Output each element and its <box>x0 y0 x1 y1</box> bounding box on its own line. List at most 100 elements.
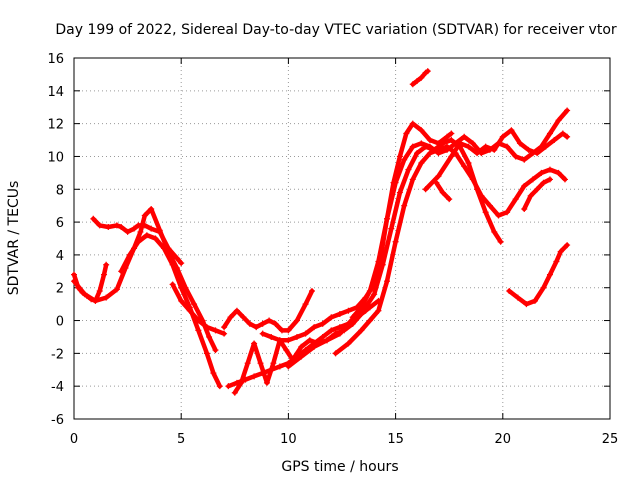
data-point <box>203 350 210 357</box>
data-point <box>272 320 279 327</box>
chart-title: Day 199 of 2022, Sidereal Day-to-day VTE… <box>55 22 617 38</box>
y-tick-label: 10 <box>47 150 64 165</box>
data-point <box>375 258 382 265</box>
data-point <box>439 140 446 147</box>
data-point <box>336 330 343 337</box>
data-point <box>246 320 253 327</box>
data-point <box>244 360 251 367</box>
data-point <box>456 140 463 147</box>
data-point <box>448 153 455 160</box>
data-point <box>557 248 564 255</box>
data-point <box>506 288 513 295</box>
data-point <box>276 363 283 370</box>
data-point <box>478 192 485 199</box>
data-point <box>212 347 219 354</box>
data-point <box>564 242 571 249</box>
data-point <box>491 146 498 153</box>
data-point <box>474 150 481 157</box>
data-point <box>148 225 155 232</box>
data-point <box>418 127 425 134</box>
data-point <box>426 150 433 157</box>
data-point <box>433 179 440 186</box>
data-point <box>345 340 352 347</box>
data-point <box>319 320 326 327</box>
x-axis-label: GPS time / hours <box>281 459 398 475</box>
data-point <box>546 130 553 137</box>
data-point <box>516 140 523 147</box>
data-point <box>336 310 343 317</box>
grid <box>74 58 610 419</box>
data-point <box>559 130 566 137</box>
x-tick-label: 20 <box>495 432 512 447</box>
y-tick-label: 16 <box>47 52 64 67</box>
data-point <box>426 143 433 150</box>
series-track-l <box>350 108 570 320</box>
data-point <box>103 261 110 268</box>
data-point <box>311 324 318 331</box>
data-point <box>113 222 120 229</box>
data-point <box>210 370 217 377</box>
data-point <box>542 143 549 150</box>
data-point <box>302 301 309 308</box>
data-point <box>233 307 240 314</box>
data-point <box>396 189 403 196</box>
data-point <box>283 347 290 354</box>
data-point <box>221 324 228 331</box>
data-point <box>465 160 472 167</box>
data-point <box>148 205 155 212</box>
data-point <box>461 133 468 140</box>
plot-frame <box>73 57 611 420</box>
data-point <box>105 224 112 231</box>
data-point <box>96 222 103 229</box>
data-point <box>195 327 202 334</box>
data-point <box>278 327 285 334</box>
y-tick-label: 6 <box>56 216 64 231</box>
data-point <box>422 186 429 193</box>
data-point <box>392 179 399 186</box>
data-point <box>444 133 451 140</box>
data-point <box>414 77 421 84</box>
data-point <box>403 130 410 137</box>
data-point <box>409 81 416 88</box>
data-point <box>375 307 382 314</box>
data-point <box>512 153 519 160</box>
data-point <box>90 215 97 222</box>
data-point <box>384 278 391 285</box>
axis-ticks: 0 5 10 15 20 25 -6 -4 -2 0 2 4 6 8 10 12 14 16 <box>47 52 618 447</box>
data-point <box>311 343 318 350</box>
data-point <box>396 153 403 160</box>
data-point <box>546 166 553 173</box>
data-point <box>366 317 373 324</box>
data-point <box>426 137 433 144</box>
data-point <box>514 294 521 301</box>
data-point <box>143 232 150 239</box>
data-point <box>546 176 553 183</box>
series-track-h <box>232 298 381 395</box>
y-tick-label: 12 <box>47 118 64 133</box>
y-axis-label: SDTVAR / TECUs <box>6 181 22 296</box>
data-point <box>358 304 365 311</box>
series-track-j <box>286 137 503 369</box>
data-point <box>504 143 511 150</box>
data-point <box>135 238 142 245</box>
data-point <box>298 353 305 360</box>
data-point <box>169 261 176 268</box>
data-point <box>525 146 532 153</box>
data-point <box>195 317 202 324</box>
data-point <box>448 137 455 144</box>
data-point <box>225 383 232 390</box>
data-point <box>469 176 476 183</box>
data-point <box>96 288 103 295</box>
data-point <box>71 271 77 278</box>
data-point <box>345 320 352 327</box>
data-point <box>482 209 489 216</box>
data-point <box>178 297 185 304</box>
data-point <box>439 189 446 196</box>
data-point <box>131 225 138 232</box>
data-point <box>186 307 193 314</box>
data-point <box>285 327 292 334</box>
data-point <box>266 317 273 324</box>
data-point <box>71 278 77 285</box>
data-point <box>534 150 541 157</box>
data-point <box>418 160 425 167</box>
